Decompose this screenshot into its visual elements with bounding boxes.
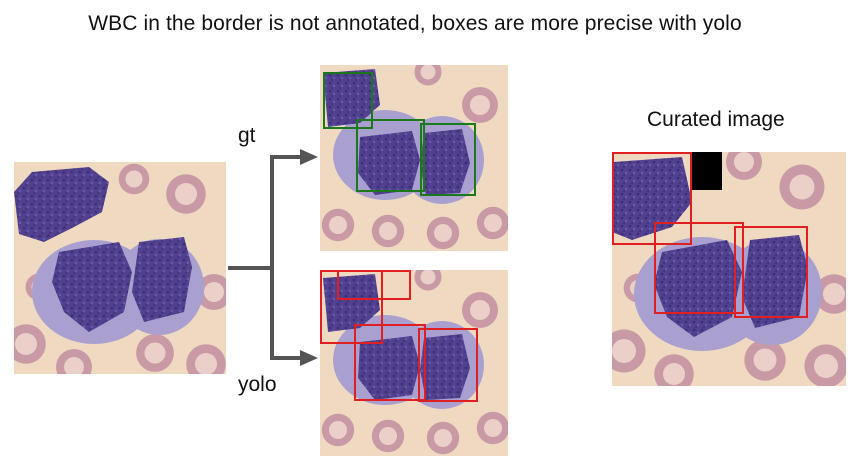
gt-image — [320, 65, 508, 251]
gt-box-3 — [420, 123, 476, 196]
yolo-box-2 — [337, 270, 411, 300]
curated-box-1 — [612, 152, 692, 245]
yolo-box-3 — [354, 324, 426, 401]
yolo-label: yolo — [238, 373, 277, 396]
gt-box-1 — [323, 72, 373, 129]
curated-box-3 — [734, 226, 808, 318]
yolo-box-4 — [418, 328, 478, 402]
masked-region — [690, 152, 722, 190]
figure-title: WBC in the border is not annotated, boxe… — [88, 12, 742, 35]
gt-box-2 — [356, 119, 425, 192]
original-image — [14, 162, 226, 374]
yolo-image — [320, 270, 508, 456]
curated-image — [612, 152, 846, 386]
gt-label: gt — [238, 124, 256, 147]
curated-label: Curated image — [647, 108, 785, 131]
curated-box-2 — [654, 222, 744, 314]
